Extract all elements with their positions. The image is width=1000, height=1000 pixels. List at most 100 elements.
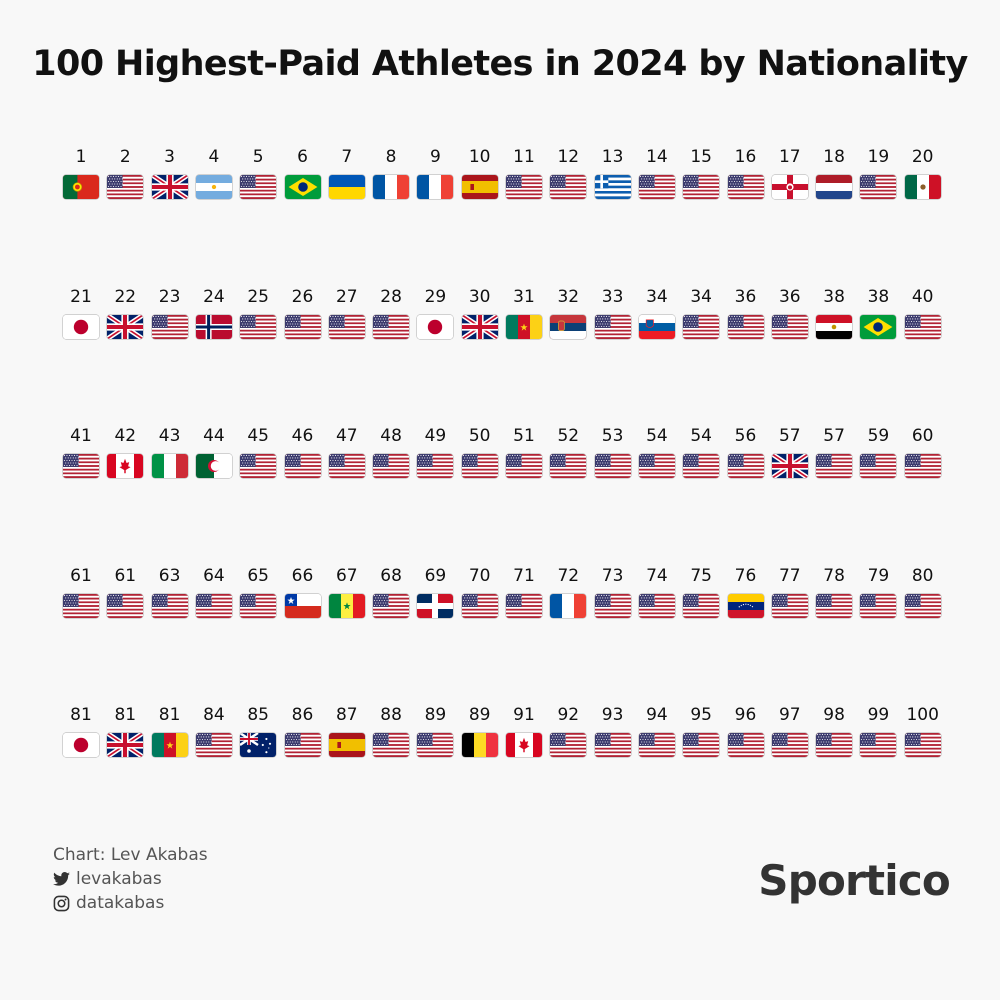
flag-venezuela bbox=[727, 593, 764, 618]
rank-label: 25 bbox=[247, 286, 269, 307]
rank-label: 86 bbox=[291, 705, 314, 725]
flag-usa bbox=[506, 175, 542, 199]
rank-label: 20 bbox=[911, 147, 934, 167]
athlete-cell: 51 bbox=[502, 426, 546, 478]
rank-label: 8 bbox=[385, 147, 397, 167]
flag-usa bbox=[860, 454, 897, 478]
athlete-cell: 34 bbox=[635, 287, 679, 339]
flag-usa bbox=[151, 593, 188, 618]
rank-label: 24 bbox=[203, 286, 225, 307]
athlete-cell: 4 bbox=[192, 147, 236, 199]
athlete-cell: 54 bbox=[635, 426, 679, 478]
flag-usa bbox=[373, 733, 410, 757]
flag-senegal bbox=[328, 593, 365, 618]
athlete-cell: 93 bbox=[591, 705, 635, 757]
athlete-cell: 91 bbox=[502, 705, 546, 757]
athlete-cell: 28 bbox=[369, 287, 413, 339]
flag-spain bbox=[461, 175, 498, 199]
flag-usa bbox=[594, 733, 631, 757]
athlete-cell: 33 bbox=[591, 287, 635, 339]
credit-text: Chart: Lev Akabas bbox=[53, 845, 208, 865]
sportico-logo: Sportico bbox=[758, 856, 951, 905]
rank-label: 51 bbox=[513, 426, 535, 446]
athlete-cell: 84 bbox=[192, 705, 236, 757]
instagram-line[interactable]: datakabas bbox=[53, 891, 208, 915]
flag-usa bbox=[727, 314, 764, 339]
rank-label: 50 bbox=[468, 426, 491, 446]
rank-label: 30 bbox=[468, 286, 491, 307]
athlete-cell: 60 bbox=[901, 426, 945, 478]
flag-italy bbox=[151, 454, 188, 478]
athlete-cell: 30 bbox=[458, 287, 502, 339]
flag-usa bbox=[550, 733, 587, 757]
flag-usa bbox=[328, 454, 365, 478]
rank-label: 67 bbox=[335, 565, 358, 586]
rank-label: 98 bbox=[823, 705, 845, 725]
athlete-cell: 57 bbox=[768, 426, 812, 478]
flag-france bbox=[417, 175, 454, 199]
flag-usa bbox=[816, 733, 853, 757]
flag-usa bbox=[284, 314, 321, 339]
rank-label: 15 bbox=[690, 147, 712, 167]
rank-label: 27 bbox=[335, 286, 358, 307]
athlete-cell: 6 bbox=[281, 147, 325, 199]
rank-label: 13 bbox=[601, 147, 624, 167]
rank-label: 1 bbox=[75, 147, 87, 167]
athlete-cell: 69 bbox=[413, 566, 457, 618]
rank-label: 54 bbox=[690, 426, 712, 446]
rank-label: 17 bbox=[778, 147, 801, 167]
athlete-cell: 96 bbox=[724, 705, 768, 757]
rank-label: 6 bbox=[297, 147, 308, 167]
rank-label: 71 bbox=[513, 565, 535, 586]
athlete-cell: 27 bbox=[325, 287, 369, 339]
rank-label: 38 bbox=[867, 286, 890, 307]
rank-label: 3 bbox=[164, 147, 175, 167]
athlete-cell: 19 bbox=[856, 147, 900, 199]
flag-usa bbox=[727, 733, 764, 757]
rank-label: 81 bbox=[70, 705, 92, 725]
athlete-cell: 99 bbox=[856, 705, 900, 757]
flag-usa bbox=[417, 454, 454, 478]
credits: Chart: Lev Akabas levakabas datakabas bbox=[53, 843, 208, 915]
rank-label: 65 bbox=[247, 565, 269, 586]
rank-label: 80 bbox=[911, 565, 934, 586]
twitter-line[interactable]: levakabas bbox=[53, 867, 208, 891]
rank-label: 89 bbox=[424, 705, 447, 725]
athlete-cell: 40 bbox=[901, 287, 945, 339]
flag-usa bbox=[373, 454, 410, 478]
flag-belgium bbox=[461, 733, 498, 757]
rank-label: 4 bbox=[208, 147, 220, 167]
rank-label: 23 bbox=[158, 286, 181, 307]
flag-usa bbox=[683, 593, 720, 618]
athlete-cell: 8 bbox=[369, 147, 413, 199]
athlete-cell: 72 bbox=[546, 566, 590, 618]
flag-usa bbox=[328, 314, 365, 339]
flag-usa bbox=[550, 175, 587, 199]
athlete-cell: 41 bbox=[59, 426, 103, 478]
athlete-cell: 88 bbox=[369, 705, 413, 757]
rank-label: 42 bbox=[114, 426, 137, 446]
rank-label: 64 bbox=[203, 565, 225, 586]
rank-label: 14 bbox=[646, 147, 668, 167]
rank-label: 5 bbox=[252, 147, 264, 167]
flag-usa bbox=[904, 593, 941, 618]
rank-label: 89 bbox=[468, 705, 491, 725]
athlete-cell: 5 bbox=[236, 147, 280, 199]
athlete-cell: 32 bbox=[546, 287, 590, 339]
rank-label: 54 bbox=[646, 426, 668, 446]
athlete-cell: 59 bbox=[856, 426, 900, 478]
rank-label: 63 bbox=[158, 565, 181, 586]
flag-uk bbox=[771, 454, 808, 478]
rank-label: 19 bbox=[867, 147, 890, 167]
athlete-cell: 87 bbox=[325, 705, 369, 757]
flag-usa bbox=[284, 733, 321, 757]
flag-argentina bbox=[195, 175, 232, 199]
athlete-cell: 66 bbox=[281, 566, 325, 618]
athlete-cell: 81 bbox=[59, 705, 103, 757]
flag-japan bbox=[63, 314, 99, 339]
athlete-cell: 18 bbox=[812, 147, 856, 199]
flag-usa bbox=[771, 733, 808, 757]
rank-label: 7 bbox=[341, 147, 353, 167]
flag-japan bbox=[63, 733, 99, 757]
athlete-cell: 97 bbox=[768, 705, 812, 757]
